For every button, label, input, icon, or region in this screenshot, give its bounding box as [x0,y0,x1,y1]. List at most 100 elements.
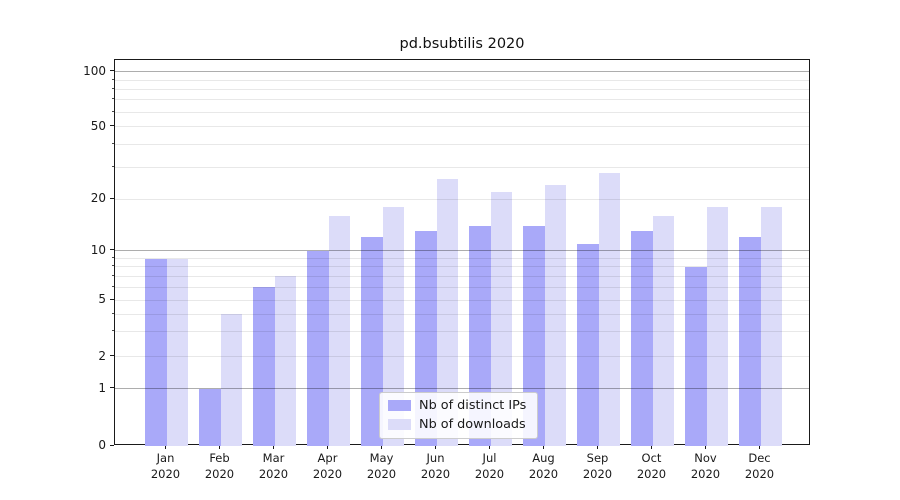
x-tick-mark [543,445,544,449]
y-tick-label-20: 20 [90,191,106,206]
y-minor-tick-mark [111,265,114,267]
legend-swatch-downloads-icon [388,419,411,430]
minor-gridline [115,88,809,90]
legend-row-distinct-ips: Nb of distinct IPs [388,398,526,413]
legend-row-downloads: Nb of downloads [388,417,526,432]
bar-feb-downloads [220,314,242,446]
y-tick-mark [110,197,114,199]
bar-dec-distinct-ips [739,237,761,446]
bar-apr-downloads [328,215,350,446]
chart-title: pd.bsubtilis 2020 [399,36,525,52]
x-tick-label-jun: Jun 2020 [420,451,451,481]
y-minor-tick-mark [111,312,114,314]
minor-gridline [115,126,809,128]
y-minor-tick-mark [111,87,114,89]
y-tick-mark [110,387,114,389]
minor-gridline [115,79,809,81]
minor-gridline [115,111,809,113]
bar-jul-downloads [490,191,512,446]
y-tick-label-10: 10 [90,242,106,257]
y-tick-mark [110,70,114,72]
x-tick-label-feb: Feb 2020 [204,451,235,481]
bar-mar-distinct-ips [253,287,275,446]
y-minor-tick-mark [111,110,114,112]
bar-may-downloads [382,207,404,446]
minor-gridline [115,286,809,288]
x-tick-mark [219,445,220,449]
y-minor-tick-mark [111,285,114,287]
x-tick-label-dec: Dec 2020 [744,451,775,481]
major-gridline [115,250,809,252]
x-tick-label-mar: Mar 2020 [258,451,289,481]
plot-area [114,59,810,446]
bar-jan-distinct-ips [145,258,167,446]
minor-gridline [115,99,809,101]
x-tick-label-aug: Aug 2020 [528,451,559,481]
y-tick-label-1: 1 [98,380,106,395]
x-tick-label-may: May 2020 [366,451,397,481]
minor-gridline [115,143,809,145]
x-tick-mark [705,445,706,449]
x-tick-mark [381,445,382,449]
y-tick-mark [110,355,114,357]
x-tick-mark [435,445,436,449]
minor-gridline [115,198,809,200]
bar-apr-distinct-ips [307,250,329,446]
bar-aug-downloads [544,184,566,446]
x-tick-label-apr: Apr 2020 [312,451,343,481]
major-gridline [115,388,809,390]
y-minor-tick-mark [111,274,114,276]
x-tick-mark [651,445,652,449]
y-tick-mark [110,249,114,251]
minor-gridline [115,356,809,358]
bar-nov-downloads [706,207,728,446]
x-tick-label-jul: Jul 2020 [474,451,505,481]
bar-jan-downloads [166,258,188,446]
bar-oct-distinct-ips [631,231,653,446]
x-tick-label-sep: Sep 2020 [582,451,613,481]
bar-feb-distinct-ips [199,388,221,446]
bar-mar-downloads [274,276,296,446]
bar-dec-downloads [760,207,782,446]
y-tick-label-2: 2 [98,348,106,363]
y-minor-tick-mark [111,98,114,100]
y-minor-tick-mark [111,142,114,144]
minor-gridline [115,299,809,301]
minor-gridline [115,166,809,168]
x-tick-mark [759,445,760,449]
minor-gridline [115,258,809,259]
bar-sep-distinct-ips [577,243,599,446]
y-tick-mark [110,444,114,446]
x-tick-label-oct: Oct 2020 [636,451,667,481]
x-tick-mark [489,445,490,449]
y-tick-label-0: 0 [98,438,106,452]
y-minor-tick-mark [111,330,114,332]
x-tick-mark [165,445,166,449]
minor-gridline [115,313,809,315]
bar-aug-distinct-ips [523,225,545,446]
legend: Nb of distinct IPs Nb of downloads [379,392,539,439]
bar-jun-downloads [436,178,458,446]
x-tick-label-jan: Jan 2020 [150,451,181,481]
major-gridline [115,71,809,73]
bar-oct-downloads [652,215,674,446]
bar-nov-distinct-ips [685,266,707,446]
y-tick-label-5: 5 [98,292,106,307]
y-tick-mark [110,125,114,127]
legend-label-distinct-ips: Nb of distinct IPs [419,398,527,413]
y-minor-tick-mark [111,165,114,167]
minor-gridline [115,331,809,333]
x-tick-mark [597,445,598,449]
bar-jul-distinct-ips [469,225,491,446]
y-minor-tick-mark [111,257,114,258]
x-tick-mark [327,445,328,449]
minor-gridline [115,275,809,277]
y-tick-label-100: 100 [83,63,106,78]
legend-swatch-distinct-ips-icon [388,400,411,411]
y-minor-tick-mark [111,78,114,80]
y-tick-mark [110,298,114,300]
bar-sep-downloads [598,172,620,446]
legend-label-downloads: Nb of downloads [419,417,526,432]
bar-may-distinct-ips [361,237,383,446]
